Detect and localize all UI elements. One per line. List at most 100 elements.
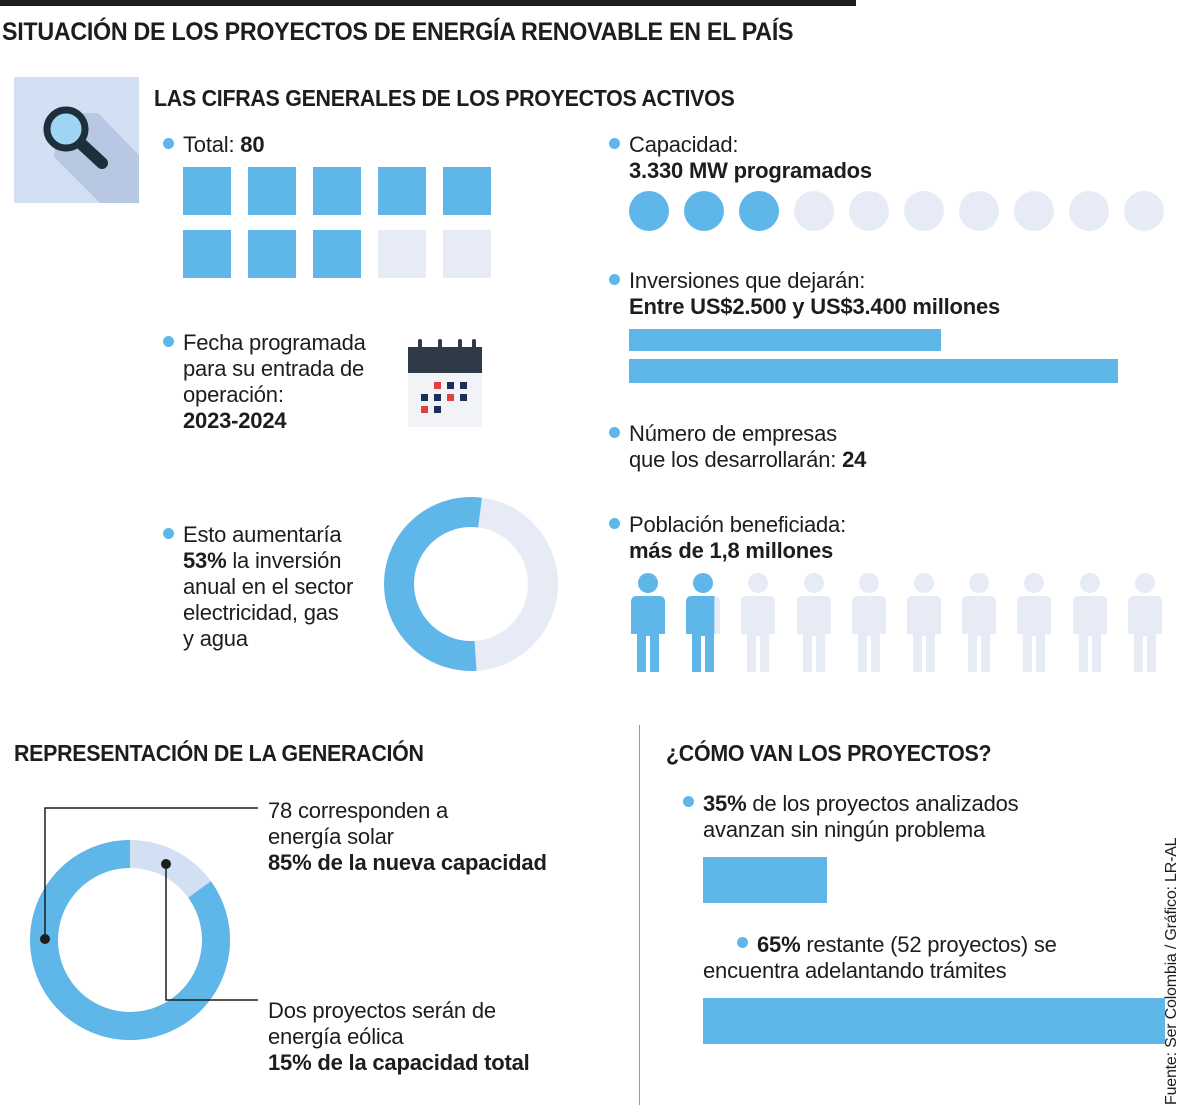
person-icon xyxy=(741,573,776,672)
fecha-value: 2023-2024 xyxy=(183,408,287,433)
solar-leader-line xyxy=(44,807,258,939)
total-item: Total: 80 xyxy=(183,132,265,158)
person-icon xyxy=(851,573,886,672)
fecha-line2: para su entrada de xyxy=(183,356,365,381)
inversion-line5: y agua xyxy=(183,626,248,651)
capacidad-circle xyxy=(794,191,834,231)
solar-value: 85% de la nueva capacidad xyxy=(268,850,547,875)
search-icon xyxy=(14,77,139,203)
eolica-label: Dos proyectos serán de energía eólica 15… xyxy=(268,998,530,1076)
solar-line1: 78 corresponden a xyxy=(268,798,449,823)
general-heading: LAS CIFRAS GENERALES DE LOS PROYECTOS AC… xyxy=(154,85,735,111)
avance2-value: 65% xyxy=(757,932,801,957)
donut-filled-arc xyxy=(384,497,482,671)
fecha-line1: Fecha programada xyxy=(183,330,366,355)
inversion-line4: electricidad, gas xyxy=(183,600,339,625)
solar-line2: energía solar xyxy=(268,824,394,849)
capacidad-circle xyxy=(739,191,779,231)
generacion-heading: REPRESENTACIÓN DE LA GENERACIÓN xyxy=(14,740,424,766)
total-square xyxy=(248,167,296,215)
total-label: Total: xyxy=(183,132,241,157)
source-note: Fuente: Ser Colombia / Gráfico: LR-AL xyxy=(1163,837,1180,1105)
inversion-line1: Esto aumentaría xyxy=(183,522,342,547)
inversiones-item: Inversiones que dejarán: Entre US$2.500 … xyxy=(629,268,1000,320)
column-divider xyxy=(639,725,640,1105)
inversion-line3: anual en el sector xyxy=(183,574,354,599)
avance-heading: ¿CÓMO VAN LOS PROYECTOS? xyxy=(666,740,992,766)
fecha-item: Fecha programada para su entrada de oper… xyxy=(183,330,366,434)
person-icon xyxy=(631,573,665,672)
total-value: 80 xyxy=(240,132,265,157)
fecha-line3: operación: xyxy=(183,382,284,407)
capacidad-circle xyxy=(1124,191,1164,231)
inversiones-value: Entre US$2.500 y US$3.400 millones xyxy=(629,294,1001,319)
generacion-donut xyxy=(30,807,258,1040)
capacidad-circle xyxy=(904,191,944,231)
capacidad-circle xyxy=(959,191,999,231)
capacidad-label: Capacidad: xyxy=(629,132,739,157)
total-square xyxy=(183,167,231,215)
avance1-line2: avanzan sin ningún problema xyxy=(703,817,986,842)
solar-label: 78 corresponden a energía solar 85% de l… xyxy=(268,798,547,876)
bullet xyxy=(683,796,694,807)
total-square xyxy=(183,230,231,278)
solar-leader-dot xyxy=(40,934,50,944)
inversion-donut xyxy=(384,497,558,671)
bullet xyxy=(163,336,174,347)
page-title: SITUACIÓN DE LOS PROYECTOS DE ENERGÍA RE… xyxy=(2,18,794,46)
person-icon xyxy=(1017,573,1052,672)
total-square xyxy=(313,167,361,215)
avance2-line1: restante (52 proyectos) se xyxy=(800,932,1057,957)
bullet xyxy=(609,518,620,529)
top-rule xyxy=(0,0,856,6)
eolica-line1: Dos proyectos serán de xyxy=(268,998,496,1023)
total-square xyxy=(313,230,361,278)
empresas-line2: que los desarrollarán: xyxy=(629,447,843,472)
avance1-value: 35% xyxy=(703,791,747,816)
inversion-value: 53% xyxy=(183,548,227,573)
person-icon xyxy=(962,573,997,672)
total-square xyxy=(443,167,491,215)
eolica-leader-line xyxy=(165,864,258,1001)
capacidad-circle xyxy=(1014,191,1054,231)
avance-item1: 35% de los proyectos analizados avanzan … xyxy=(703,791,1019,843)
avance1-line1: de los proyectos analizados xyxy=(746,791,1019,816)
inversiones-label: Inversiones que dejarán: xyxy=(629,268,866,293)
avance-item2: 65% restante (52 proyectos) se xyxy=(757,932,1057,958)
person-icon xyxy=(1127,573,1162,672)
person-icon xyxy=(907,573,941,672)
capacidad-item: Capacidad: 3.330 MW programados xyxy=(629,132,872,184)
capacidad-value: 3.330 MW programados xyxy=(629,158,872,183)
avance2-line2: encuentra adelantando trámites xyxy=(703,958,1007,983)
capacidad-circle xyxy=(629,191,669,231)
total-square xyxy=(378,230,426,278)
total-square xyxy=(443,230,491,278)
bullet xyxy=(609,138,620,149)
calendar-icon xyxy=(408,337,484,434)
person-icon xyxy=(686,573,721,672)
avance1-bar xyxy=(703,857,827,903)
solar-arc xyxy=(30,840,230,1040)
bullet xyxy=(163,528,174,539)
capacidad-circle xyxy=(684,191,724,231)
person-icon xyxy=(1072,573,1107,672)
inversion-max-bar xyxy=(629,359,1118,383)
poblacion-value: más de 1,8 millones xyxy=(629,538,834,563)
avance2-bar xyxy=(703,998,1165,1044)
bullet xyxy=(609,427,620,438)
eolica-leader-dot xyxy=(161,859,171,869)
total-square xyxy=(378,167,426,215)
inversion-min-bar xyxy=(629,329,941,351)
eolica-value: 15% de la capacidad total xyxy=(268,1050,530,1075)
bullet xyxy=(609,274,620,285)
poblacion-label: Población beneficiada: xyxy=(629,512,846,537)
capacidad-circle xyxy=(849,191,889,231)
total-square xyxy=(248,230,296,278)
inversion-line2: la inversión xyxy=(226,548,342,573)
capacidad-circle xyxy=(1069,191,1109,231)
bullet xyxy=(737,937,748,948)
inversion-item: Esto aumentaría 53% la inversión anual e… xyxy=(183,522,353,652)
empresas-line1: Número de empresas xyxy=(629,421,837,446)
bullet xyxy=(163,138,174,149)
person-icon xyxy=(796,573,831,672)
